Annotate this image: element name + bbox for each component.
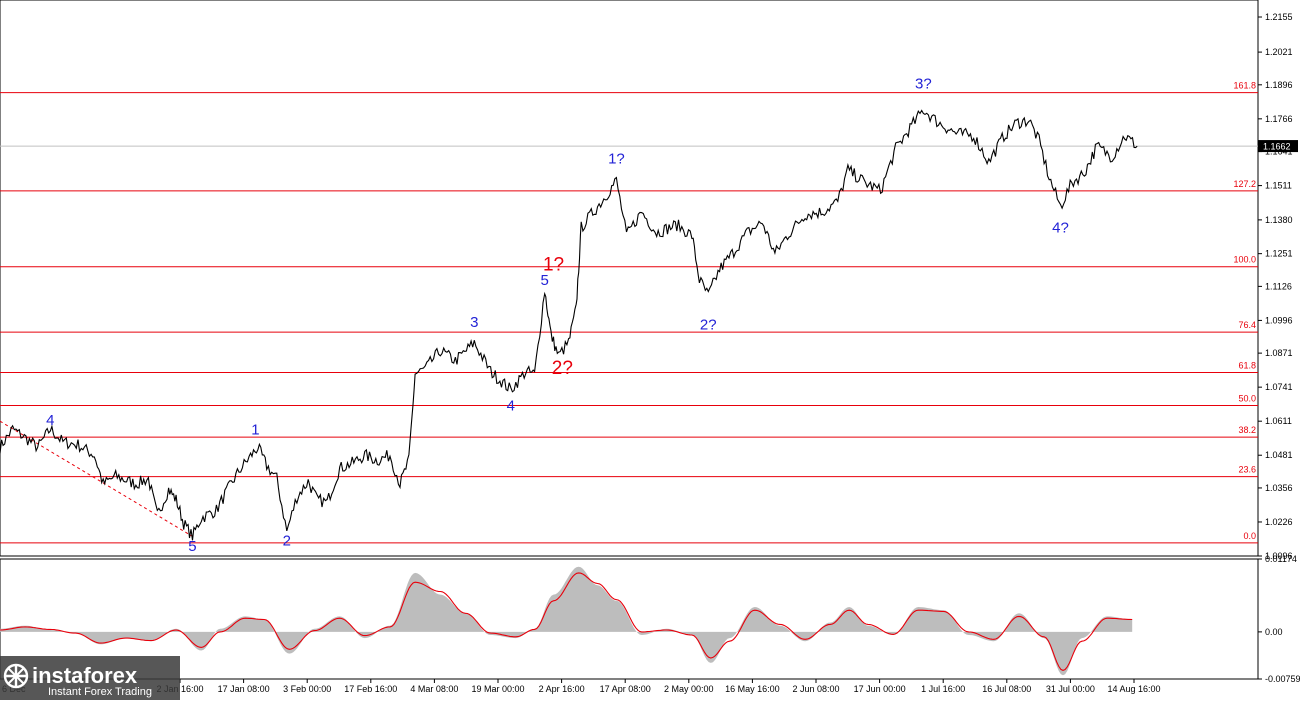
brand-tagline: Instant Forex Trading [48, 686, 152, 698]
wave-label: 3? [915, 76, 932, 93]
current-price-badge: 1.1662 [1258, 140, 1298, 153]
wave-label: 1? [608, 150, 625, 167]
price-tick-label: 1.1380 [1265, 215, 1293, 225]
price-tick-label: 1.0356 [1265, 483, 1293, 493]
indicator-histogram [0, 566, 1133, 676]
time-tick-label: 14 Aug 16:00 [1107, 684, 1160, 694]
indicator-tick-label: 0.01174 [1265, 554, 1297, 564]
price-tick-label: 1.1251 [1265, 249, 1293, 259]
price-tick-label: 1.0611 [1265, 416, 1292, 426]
brand-name: instaforex [32, 663, 138, 688]
time-tick-label: 17 Apr 08:00 [600, 684, 651, 694]
price-tick-label: 1.1896 [1265, 80, 1293, 90]
wave-label: 2? [552, 358, 573, 379]
fib-label: 76.4 [1238, 320, 1256, 330]
wave-label: 5 [188, 538, 196, 555]
price-tick-label: 1.1126 [1265, 281, 1292, 291]
fib-label: 161.8 [1233, 81, 1256, 91]
time-tick-label: 19 Mar 00:00 [471, 684, 524, 694]
time-tick-label: 1 Jul 16:00 [921, 684, 965, 694]
brand-logo: instaforex Instant Forex Trading [0, 656, 180, 700]
time-tick-label: 16 May 16:00 [725, 684, 780, 694]
wave-label: 3 [470, 314, 478, 331]
instaforex-logo-icon [3, 663, 29, 689]
wave-label: 5 [541, 272, 549, 289]
time-tick-label: 17 Jan 08:00 [218, 684, 270, 694]
wave-label: 2? [700, 317, 717, 334]
fib-label: 0.0 [1243, 531, 1256, 541]
fib-label: 50.0 [1238, 393, 1256, 403]
price-tick-label: 1.0996 [1265, 315, 1293, 325]
time-tick-label: 3 Feb 00:00 [283, 684, 331, 694]
indicator-tick-label: -0.00759 [1265, 674, 1300, 684]
wave-label: 4 [507, 398, 515, 415]
time-tick-label: 31 Jul 00:00 [1046, 684, 1095, 694]
fib-label: 23.6 [1238, 465, 1256, 475]
price-tick-label: 1.0741 [1265, 382, 1293, 392]
price-series [0, 109, 1138, 541]
indicator-series [0, 566, 1133, 676]
time-tick-label: 17 Feb 16:00 [344, 684, 397, 694]
fib-label: 61.8 [1238, 360, 1256, 370]
price-tick-label: 1.1766 [1265, 114, 1293, 124]
price-axis: 1.21551.20211.18961.17661.16411.15111.13… [1258, 12, 1293, 561]
fib-label: 38.2 [1238, 425, 1256, 435]
time-tick-label: 17 Jun 00:00 [854, 684, 906, 694]
signal-line [0, 572, 1133, 672]
indicator-axis: 0.01174 0.00 -0.00759 [1258, 554, 1300, 684]
indicator-tick-label: 0.00 [1265, 627, 1283, 637]
price-tick-label: 1.0481 [1265, 450, 1293, 460]
fib-label: 100.0 [1233, 255, 1256, 265]
price-tick-label: 1.2021 [1265, 47, 1293, 57]
time-tick-label: 2 May 00:00 [664, 684, 714, 694]
current-price-label: 1.1662 [1263, 142, 1291, 152]
time-tick-label: 2 Apr 16:00 [539, 684, 585, 694]
main-plot-frame [0, 0, 1259, 557]
time-tick-label: 2 Jun 08:00 [792, 684, 839, 694]
price-tick-label: 1.1511 [1265, 181, 1292, 191]
time-tick-label: 4 Mar 08:00 [410, 684, 458, 694]
price-tick-label: 1.0096 [1265, 551, 1293, 561]
wave-label: 2 [283, 533, 291, 550]
price-tick-label: 1.0871 [1265, 348, 1293, 358]
price-tick-label: 1.2155 [1265, 12, 1293, 22]
wave-label: 1? [543, 255, 564, 276]
fib-label: 127.2 [1233, 179, 1256, 189]
fibonacci-levels: 161.8 127.2 100.0 76.4 61.8 50.0 38.2 23.6 0.0 [0, 81, 1258, 544]
wave-label: 4? [1052, 220, 1069, 237]
wave-label: 4 [46, 412, 54, 429]
time-tick-label: 16 Jul 08:00 [982, 684, 1031, 694]
current-price-box [1258, 140, 1298, 153]
wave-label: 1 [251, 421, 259, 438]
price-line [0, 109, 1138, 541]
price-tick-label: 1.0226 [1265, 517, 1293, 527]
